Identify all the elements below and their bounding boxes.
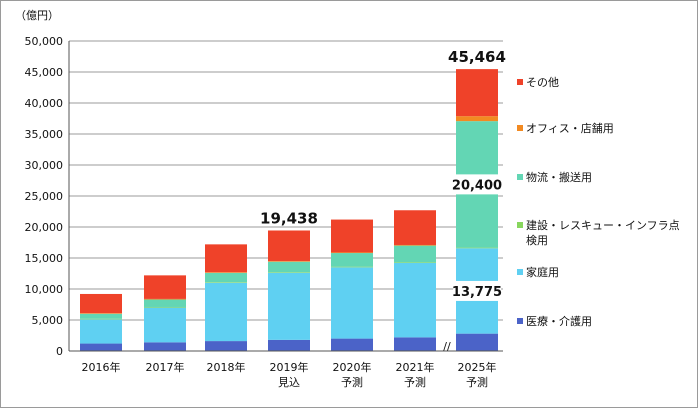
bar-segment <box>394 262 436 263</box>
legend-swatch <box>517 318 523 324</box>
x-tick-label: 2016年 <box>82 360 121 374</box>
x-tick-label: 見込 <box>278 376 300 389</box>
legend-swatch <box>517 79 523 85</box>
bar-segment <box>144 299 186 307</box>
y-tick-label: 20,000 <box>25 221 64 234</box>
bars-layer <box>80 69 498 351</box>
bar-segment <box>394 262 436 338</box>
bar-total-label: 45,464 <box>448 48 506 66</box>
legend: その他オフィス・店舗用物流・搬送用建設・レスキュー・インフラ点検用家庭用医療・介… <box>517 76 680 328</box>
bar-segment <box>331 267 373 339</box>
bar-segment <box>394 337 436 351</box>
bar-segment <box>205 341 247 351</box>
axis-break-mark: // <box>443 340 451 353</box>
bar-segment <box>394 210 436 245</box>
bar-segment <box>456 333 498 351</box>
bar-segment <box>205 282 247 283</box>
x-tick-label: 2025年 <box>458 360 497 374</box>
x-tick-label: 2017年 <box>146 360 185 374</box>
legend-label: 医療・介護用 <box>526 314 592 328</box>
x-tick-label: 予測 <box>341 375 363 389</box>
bar-segment <box>394 244 436 246</box>
inner-value-label: 20,400 <box>452 178 502 193</box>
bar-segment <box>144 307 186 343</box>
bar-segment <box>268 230 310 262</box>
bar-segment <box>80 343 122 351</box>
legend-label: 建設・レスキュー・インフラ点 <box>526 218 680 232</box>
bar-segment <box>205 282 247 342</box>
bar-segment <box>144 306 186 308</box>
bar-segment <box>331 338 373 351</box>
legend-swatch <box>517 269 523 275</box>
x-tick-label: 2019年 <box>270 360 309 374</box>
bar-segment <box>268 272 310 273</box>
bar-segment <box>268 261 310 273</box>
legend-swatch <box>517 174 523 180</box>
bar-segment <box>144 342 186 351</box>
legend-label: 家庭用 <box>526 265 559 279</box>
bar-segment <box>80 293 122 314</box>
x-tick-label: 2018年 <box>207 360 246 374</box>
bar-segment <box>205 272 247 273</box>
inner-value-label-background <box>453 174 501 195</box>
y-tick-label: 35,000 <box>25 128 64 141</box>
y-tick-label: 45,000 <box>25 66 64 79</box>
bar-segment <box>144 298 186 300</box>
legend-swatch <box>517 125 523 131</box>
bar-segment <box>80 313 122 319</box>
y-tick-label: 50,000 <box>25 35 64 48</box>
x-axis: //2016年 2017年 2018年 2019年見込2020年予測2021年予測20… <box>69 340 503 389</box>
bar-segment <box>268 339 310 351</box>
bar-segment <box>80 319 122 344</box>
y-tick-label: 15,000 <box>25 252 64 265</box>
bar-segment <box>144 275 186 299</box>
legend-label: 物流・搬送用 <box>526 170 592 184</box>
bar-segment <box>331 253 373 267</box>
bar-segment <box>268 261 310 262</box>
x-tick-label: 2020年 <box>333 360 372 374</box>
y-tick-label: 30,000 <box>25 159 64 172</box>
legend-label: オフィス・店舗用 <box>526 121 614 135</box>
y-tick-label: 40,000 <box>25 97 64 110</box>
bar-segment <box>205 244 247 273</box>
bar-segment <box>394 245 436 263</box>
bar-segment <box>205 272 247 283</box>
y-axis: （億円） 0 5,000 10,000 15,000 20,000 25,000 30,00… <box>15 9 70 358</box>
inner-value-label: 13,775 <box>452 285 502 300</box>
legend-label: 検用 <box>526 233 548 247</box>
bar-segment <box>456 116 498 122</box>
bar-segment <box>456 69 498 117</box>
bar-segment <box>331 219 373 253</box>
y-tick-label: 10,000 <box>25 283 64 296</box>
bar-segment <box>331 266 373 268</box>
bar-segment <box>456 247 498 249</box>
bar-total-label: 19,438 <box>260 209 318 227</box>
bar-labels-layer: 19,438 45,464 20,400 13,775 <box>260 48 506 301</box>
bar-segment <box>268 272 310 340</box>
y-tick-label: 0 <box>56 345 63 358</box>
inner-value-label-background <box>453 280 501 301</box>
bar-segment <box>331 252 373 254</box>
x-tick-label: 予測 <box>404 375 426 389</box>
x-tick-label: 予測 <box>466 375 488 389</box>
legend-swatch <box>517 222 523 228</box>
y-tick-label: 5,000 <box>32 314 64 327</box>
x-tick-label: 2021年 <box>396 360 435 374</box>
y-tick-label: 25,000 <box>25 190 64 203</box>
y-axis-unit-label: （億円） <box>15 9 59 22</box>
bar-segment <box>80 318 122 320</box>
legend-label: その他 <box>526 76 559 89</box>
bar-segment <box>80 313 122 314</box>
